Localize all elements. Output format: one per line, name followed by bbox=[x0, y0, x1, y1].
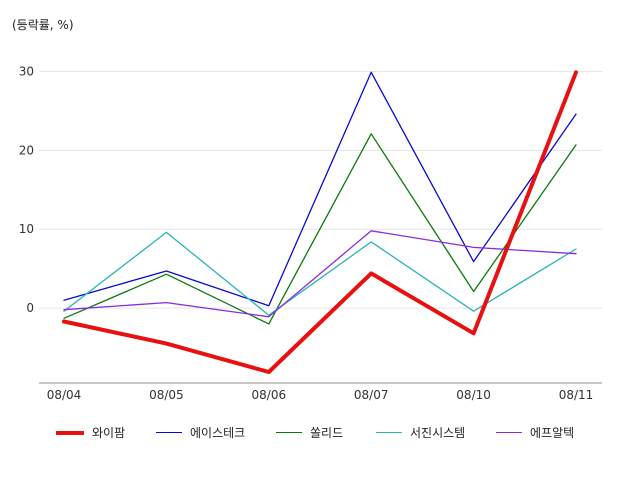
series-lines bbox=[62, 70, 578, 374]
y-tick-label: 20 bbox=[19, 143, 34, 157]
x-tick-labels: 08/04 08/05 08/06 08/07 08/10 08/11 bbox=[47, 388, 594, 402]
x-tick-label: 08/06 bbox=[252, 388, 287, 402]
y-tick-label: 10 bbox=[19, 222, 34, 236]
legend-swatch bbox=[276, 431, 302, 434]
legend-item: 에이스테크 bbox=[156, 424, 245, 441]
legend-label: 에프알텍 bbox=[530, 426, 575, 440]
legend-label: 와이팜 bbox=[92, 426, 126, 440]
y-tick-labels: 0 10 20 30 bbox=[19, 65, 34, 316]
legend-item: 와이팜 bbox=[56, 424, 125, 441]
x-tick-label: 08/05 bbox=[149, 388, 184, 402]
y-tick-label: 30 bbox=[19, 65, 34, 79]
series-line bbox=[63, 231, 577, 316]
x-tick-label: 08/04 bbox=[47, 388, 82, 402]
legend-swatch bbox=[376, 431, 402, 434]
legend: 와이팜 에이스테크 쏠리드 서진시스템 에프알텍 bbox=[0, 424, 640, 444]
legend-item: 에프알텍 bbox=[496, 424, 574, 441]
x-tick-label: 08/11 bbox=[559, 388, 594, 402]
series-line bbox=[63, 230, 577, 318]
legend-label: 에이스테크 bbox=[190, 426, 246, 440]
legend-swatch bbox=[496, 431, 522, 434]
series-line bbox=[63, 133, 577, 325]
legend-label: 쏠리드 bbox=[310, 426, 344, 440]
x-tick-label: 08/07 bbox=[354, 388, 389, 402]
x-tick-label: 08/10 bbox=[456, 388, 491, 402]
legend-swatch bbox=[56, 430, 84, 435]
y-axis-unit-label: (등락률, %) bbox=[12, 18, 74, 32]
legend-item: 쏠리드 bbox=[276, 424, 343, 441]
legend-item: 서진시스템 bbox=[376, 424, 465, 441]
legend-label: 서진시스템 bbox=[410, 426, 466, 440]
y-tick-label: 0 bbox=[26, 301, 34, 315]
series-line bbox=[62, 70, 578, 374]
series-line bbox=[63, 71, 577, 307]
legend-swatch bbox=[156, 431, 182, 434]
